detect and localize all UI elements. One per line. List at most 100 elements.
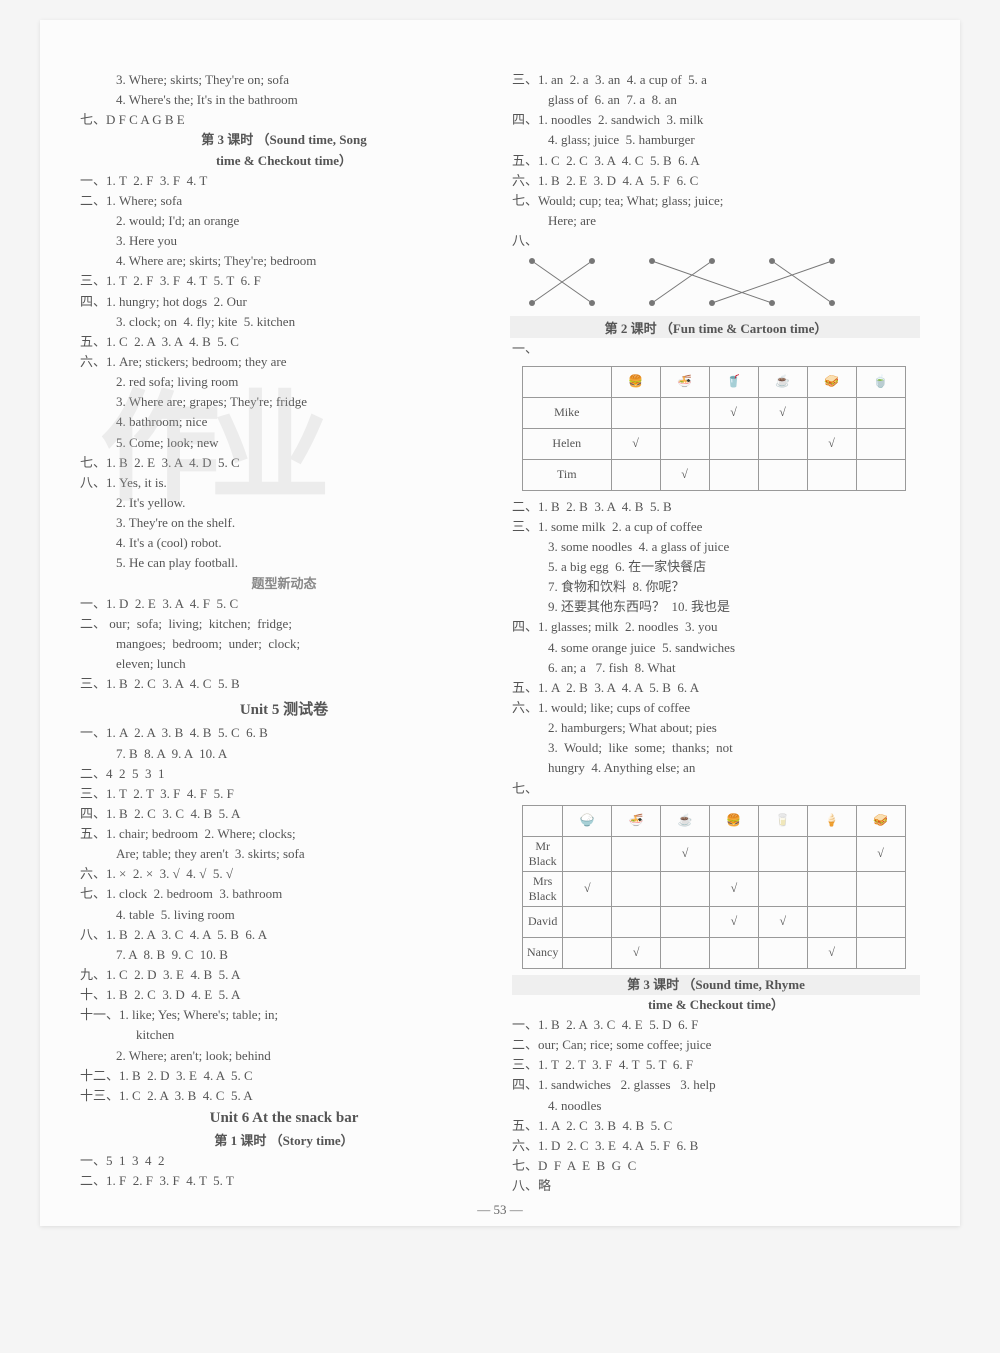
check-cell: √ xyxy=(807,428,856,459)
check-cell: √ xyxy=(563,871,612,906)
check-cell xyxy=(709,428,758,459)
check-cell xyxy=(661,937,710,968)
text: eleven; lunch xyxy=(80,654,488,674)
unit-title: Unit 6 At the snack bar xyxy=(80,1110,488,1127)
check-cell: √ xyxy=(611,428,660,459)
food-icon: ☕ xyxy=(661,805,710,836)
check-cell xyxy=(612,906,661,937)
text: 三、1. some milk 2. a cup of coffee xyxy=(512,517,920,537)
text: 四、1. sandwiches 2. glasses 3. help xyxy=(512,1075,920,1095)
text: 六、1. B 2. E 3. D 4. A 5. F 6. C xyxy=(512,171,920,191)
check-cell xyxy=(807,836,856,871)
check-cell: √ xyxy=(661,836,710,871)
check-cell xyxy=(758,937,807,968)
text: 2. would; I'd; an orange xyxy=(80,211,488,231)
text: 6. an; a 7. fish 8. What xyxy=(512,658,920,678)
text: 3. some noodles 4. a glass of juice xyxy=(512,537,920,557)
section-title: time & Checkout time） xyxy=(80,151,488,171)
table-row: Tim√ xyxy=(523,459,906,490)
text: 7. A 8. B 9. C 10. B xyxy=(80,945,488,965)
text: 4. glass; juice 5. hamburger xyxy=(512,130,920,150)
text: 7. B 8. A 9. A 10. A xyxy=(80,744,488,764)
text: Are; table; they aren't 3. skirts; sofa xyxy=(80,844,488,864)
text: 七、Would; cup; tea; What; glass; juice; xyxy=(512,191,920,211)
text: 七、1. B 2. E 3. A 4. D 5. C xyxy=(80,453,488,473)
text: 六、1. would; like; cups of coffee xyxy=(512,698,920,718)
check-cell xyxy=(807,397,856,428)
check-cell xyxy=(856,459,905,490)
food-icon: 🍦 xyxy=(807,805,856,836)
text: 5. He can play football. xyxy=(80,553,488,573)
row-label: Mr Black xyxy=(523,836,563,871)
table-1: 🍔 🍜 🥤 ☕ 🥪 🍵 Mike√√Helen√√Tim√ xyxy=(522,366,906,491)
section-title: 第 3 课时 （Sound time, Song xyxy=(80,130,488,150)
text: 2. Where; aren't; look; behind xyxy=(80,1046,488,1066)
text: 三、1. T 2. T 3. F 4. T 5. T 6. F xyxy=(512,1055,920,1075)
check-cell xyxy=(856,906,905,937)
table-header-empty xyxy=(523,366,612,397)
check-cell xyxy=(612,836,661,871)
text: 4. some orange juice 5. sandwiches xyxy=(512,638,920,658)
text: kitchen xyxy=(80,1025,488,1045)
text: 七、1. clock 2. bedroom 3. bathroom xyxy=(80,884,488,904)
left-column: 3. Where; skirts; They're on; sofa 4. Wh… xyxy=(80,70,488,1196)
row-label: Mrs Black xyxy=(523,871,563,906)
check-cell xyxy=(758,836,807,871)
text: 九、1. C 2. D 3. E 4. B 5. A xyxy=(80,965,488,985)
food-icon: 🍚 xyxy=(563,805,612,836)
text: 二、1. F 2. F 3. F 4. T 5. T xyxy=(80,1171,488,1191)
table-header-row: 🍔 🍜 🥤 ☕ 🥪 🍵 xyxy=(523,366,906,397)
table-header-row: 🍚 🍜 ☕ 🍔 🥛 🍦 🥪 xyxy=(523,805,906,836)
text: 六、1. Are; stickers; bedroom; they are xyxy=(80,352,488,372)
text: 一、1. D 2. E 3. A 4. F 5. C xyxy=(80,594,488,614)
text: 三、1. T 2. F 3. F 4. T 5. T 6. F xyxy=(80,271,488,291)
text: 四、1. glasses; milk 2. noodles 3. you xyxy=(512,617,920,637)
check-cell: √ xyxy=(709,906,758,937)
check-cell xyxy=(660,397,709,428)
check-cell: √ xyxy=(807,937,856,968)
text: 3. clock; on 4. fly; kite 5. kitchen xyxy=(80,312,488,332)
text: 5. a big egg 6. 在一家快餐店 xyxy=(512,557,920,577)
text: 二、4 2 5 3 1 xyxy=(80,764,488,784)
text: 八、1. B 2. A 3. C 4. A 5. B 6. A xyxy=(80,925,488,945)
check-cell xyxy=(611,397,660,428)
text: 一、1. A 2. A 3. B 4. B 5. C 6. B xyxy=(80,723,488,743)
row-label: Mike xyxy=(523,397,612,428)
row-label: Helen xyxy=(523,428,612,459)
table-row: Mr Black√√ xyxy=(523,836,906,871)
text: 4. bathroom; nice xyxy=(80,412,488,432)
food-icon: 🍜 xyxy=(660,366,709,397)
text: 三、1. T 2. T 3. F 4. F 5. F xyxy=(80,784,488,804)
check-cell xyxy=(612,871,661,906)
check-cell: √ xyxy=(612,937,661,968)
text: 四、1. noodles 2. sandwich 3. milk xyxy=(512,110,920,130)
table-row: Mrs Black√√ xyxy=(523,871,906,906)
food-icon: 🍔 xyxy=(611,366,660,397)
food-icon: ☕ xyxy=(758,366,807,397)
text: 十一、1. like; Yes; Where's; table; in; xyxy=(80,1005,488,1025)
text: 2. hamburgers; What about; pies xyxy=(512,718,920,738)
food-icon: 🍵 xyxy=(856,366,905,397)
text: 3. Here you xyxy=(80,231,488,251)
check-cell xyxy=(856,871,905,906)
section-heading: 题型新动态 xyxy=(80,574,488,594)
text: 3. Would; like some; thanks; not xyxy=(512,738,920,758)
section-title: 第 2 课时 （Fun time & Cartoon time） xyxy=(512,319,920,339)
text: 六、1. × 2. × 3. √ 4. √ 5. √ xyxy=(80,864,488,884)
text: 八、1. Yes, it is. xyxy=(80,473,488,493)
matching-diagram xyxy=(522,253,920,313)
text: 一、5 1 3 4 2 xyxy=(80,1151,488,1171)
check-cell xyxy=(758,428,807,459)
text: 9. 还要其他东西吗？ 10. 我也是 xyxy=(512,597,920,617)
row-label: Tim xyxy=(523,459,612,490)
check-cell xyxy=(856,937,905,968)
text: 三、1. B 2. C 3. A 4. C 5. B xyxy=(80,674,488,694)
text: 4. noodles xyxy=(512,1096,920,1116)
section-title: 第 1 课时 （Story time） xyxy=(80,1131,488,1151)
text: 4. It's a (cool) robot. xyxy=(80,533,488,553)
table-2: 🍚 🍜 ☕ 🍔 🥛 🍦 🥪 Mr Black√√Mrs Black√√David… xyxy=(522,805,906,969)
text: 一、1. B 2. A 3. C 4. E 5. D 6. F xyxy=(512,1015,920,1035)
text: 3. Where are; grapes; They're; fridge xyxy=(80,392,488,412)
check-cell: √ xyxy=(709,397,758,428)
table-row: Mike√√ xyxy=(523,397,906,428)
